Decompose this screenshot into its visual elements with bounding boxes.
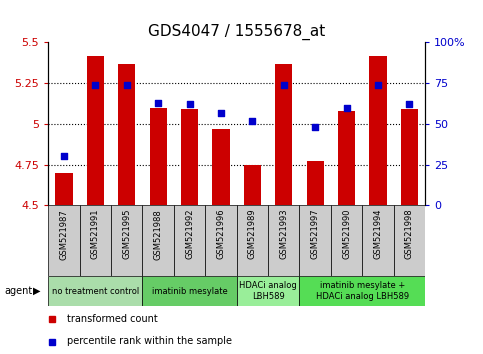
Bar: [299, 205, 331, 276]
Text: GSM521998: GSM521998: [405, 209, 414, 259]
Text: transformed count: transformed count: [67, 314, 158, 324]
Bar: [48, 205, 80, 276]
Title: GDS4047 / 1555678_at: GDS4047 / 1555678_at: [148, 23, 325, 40]
Bar: [338, 111, 355, 205]
Text: no treatment control: no treatment control: [52, 287, 139, 296]
Bar: [56, 173, 72, 205]
Bar: [275, 64, 292, 205]
Point: [155, 100, 162, 105]
Bar: [118, 64, 135, 205]
Point: [186, 102, 194, 107]
Bar: [394, 205, 425, 276]
Text: GSM521997: GSM521997: [311, 209, 320, 259]
Bar: [307, 161, 324, 205]
Point: [280, 82, 288, 88]
Text: GSM521993: GSM521993: [279, 209, 288, 259]
Point: [123, 82, 131, 88]
Bar: [111, 205, 142, 276]
Bar: [150, 108, 167, 205]
Text: GSM521996: GSM521996: [216, 209, 226, 259]
Text: percentile rank within the sample: percentile rank within the sample: [67, 336, 232, 346]
Point: [249, 118, 256, 124]
Text: ▶: ▶: [32, 286, 40, 296]
Text: HDACi analog
LBH589: HDACi analog LBH589: [239, 281, 297, 301]
Bar: [87, 56, 104, 205]
Text: agent: agent: [5, 286, 33, 296]
Text: GSM521990: GSM521990: [342, 209, 351, 259]
Bar: [142, 205, 174, 276]
Point: [60, 154, 68, 159]
Bar: [268, 205, 299, 276]
Text: GSM521991: GSM521991: [91, 209, 100, 259]
Bar: [401, 109, 418, 205]
Text: GSM521989: GSM521989: [248, 209, 257, 259]
Point: [312, 124, 319, 130]
Bar: [213, 129, 229, 205]
Bar: [362, 205, 394, 276]
Bar: [181, 109, 198, 205]
Text: GSM521992: GSM521992: [185, 209, 194, 259]
Bar: [369, 56, 386, 205]
Bar: [48, 276, 142, 306]
Point: [92, 82, 99, 88]
Bar: [205, 205, 237, 276]
Bar: [142, 276, 237, 306]
Bar: [237, 205, 268, 276]
Point: [406, 102, 413, 107]
Bar: [244, 165, 261, 205]
Text: imatinib mesylate: imatinib mesylate: [152, 287, 227, 296]
Text: GSM521994: GSM521994: [373, 209, 383, 259]
Bar: [174, 205, 205, 276]
Text: GSM521995: GSM521995: [122, 209, 131, 259]
Text: GSM521988: GSM521988: [154, 209, 163, 259]
Bar: [237, 276, 299, 306]
Bar: [331, 205, 362, 276]
Point: [374, 82, 382, 88]
Text: GSM521987: GSM521987: [59, 209, 69, 259]
Bar: [80, 205, 111, 276]
Point: [217, 110, 225, 115]
Bar: [299, 276, 425, 306]
Text: imatinib mesylate +
HDACi analog LBH589: imatinib mesylate + HDACi analog LBH589: [316, 281, 409, 301]
Point: [343, 105, 351, 110]
